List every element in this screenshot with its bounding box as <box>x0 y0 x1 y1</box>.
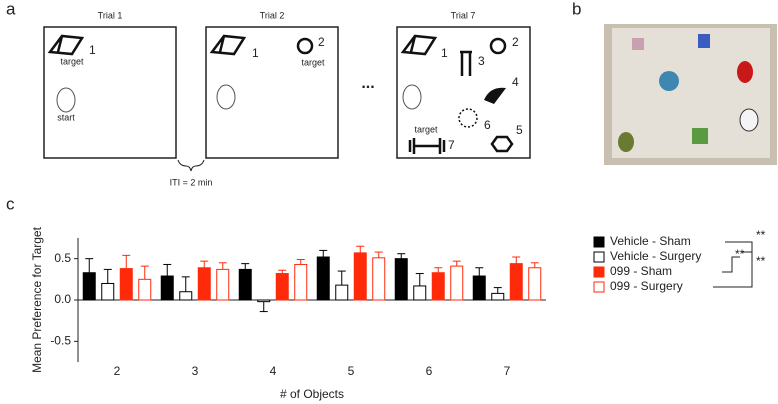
object-number: 3 <box>478 54 485 68</box>
target-label: target <box>60 56 84 66</box>
arena-photo <box>604 24 777 165</box>
legend-label: Vehicle - Sham <box>610 234 691 248</box>
significance-label: ** <box>735 247 745 261</box>
trial-1: Trial 1 1 target start <box>43 10 177 159</box>
bar <box>160 275 174 301</box>
significance-label: ** <box>756 254 766 268</box>
start-label: start <box>57 112 75 122</box>
chainring-icon <box>458 108 478 128</box>
significance-label: ** <box>756 228 766 242</box>
bar <box>335 284 349 301</box>
bike-icon <box>400 34 438 56</box>
x-tick-label: 6 <box>426 364 433 378</box>
bar <box>257 299 271 303</box>
bar <box>528 267 542 301</box>
panel-label: c <box>6 194 15 213</box>
object-number: 5 <box>516 123 523 137</box>
x-tick-label: 3 <box>192 364 199 378</box>
bar <box>238 268 252 301</box>
saddle-icon <box>484 87 506 104</box>
mouse-icon <box>216 84 236 110</box>
y-tick-label: 0.5 <box>54 251 71 265</box>
object <box>659 71 679 91</box>
arena <box>396 26 531 159</box>
mouse-icon <box>402 84 422 110</box>
panel-label: a <box>6 0 16 18</box>
bar <box>394 258 408 301</box>
x-axis-label: # of Objects <box>280 387 344 401</box>
object-number: 7 <box>448 138 455 152</box>
bar <box>353 252 367 301</box>
object-number: 6 <box>484 118 491 132</box>
fork-icon <box>460 50 472 76</box>
bar <box>509 263 523 301</box>
bar <box>372 257 386 301</box>
bike-icon <box>209 34 247 56</box>
bar <box>413 285 427 301</box>
arena <box>43 26 177 159</box>
bar <box>472 275 486 301</box>
ellipsis: ... <box>361 75 374 92</box>
mouse-icon <box>56 87 76 113</box>
gear-icon <box>296 37 314 55</box>
pedal-icon <box>490 135 514 153</box>
iti-label: ITI = 2 min <box>170 177 213 187</box>
bar <box>431 272 445 301</box>
bar <box>275 273 289 301</box>
bar <box>119 268 133 301</box>
bar <box>216 268 230 301</box>
hub-icon <box>408 138 446 154</box>
object-number: 1 <box>252 46 259 60</box>
y-axis-label: Mean Preference for Target <box>30 226 44 373</box>
object <box>692 128 708 144</box>
bar <box>450 265 464 301</box>
legend-label: Vehicle - Surgery <box>610 249 701 263</box>
trial-title: Trial 2 <box>260 10 285 20</box>
bar <box>294 263 308 301</box>
target-label: target <box>301 57 325 67</box>
y-tick-label: 0.0 <box>54 292 71 306</box>
legend-swatch <box>593 236 605 248</box>
bike-icon <box>47 34 85 56</box>
x-tick-label: 4 <box>270 364 277 378</box>
legend-swatch <box>593 281 605 293</box>
object <box>618 132 634 152</box>
arena <box>205 26 339 159</box>
object <box>737 61 753 83</box>
target-label: target <box>414 124 438 134</box>
object-number: 1 <box>441 46 448 60</box>
significance-bracket <box>713 241 753 288</box>
x-tick-label: 2 <box>114 364 121 378</box>
object <box>739 108 759 132</box>
trial-title: Trial 7 <box>451 10 476 20</box>
x-tick-label: 7 <box>504 364 511 378</box>
bar <box>491 292 505 301</box>
object-number: 4 <box>512 75 519 89</box>
legend-label: 099 - Surgery <box>610 279 683 293</box>
bar <box>101 282 115 301</box>
object <box>698 34 710 48</box>
iti-brace <box>177 159 205 172</box>
bar <box>316 256 330 301</box>
trial-title: Trial 1 <box>98 10 123 20</box>
bar <box>197 267 211 301</box>
gear-icon <box>489 37 507 55</box>
legend-label: 099 - Sham <box>610 264 672 278</box>
x-tick-label: 5 <box>348 364 355 378</box>
object-number: 2 <box>512 35 519 49</box>
object-number: 1 <box>89 43 96 57</box>
legend-swatch <box>593 266 605 278</box>
legend-swatch <box>593 251 605 263</box>
bar <box>179 291 193 301</box>
y-tick-label: -0.5 <box>50 334 71 348</box>
panel-label: b <box>572 0 581 18</box>
object <box>632 38 644 50</box>
object-number: 2 <box>318 35 325 49</box>
bar <box>138 278 152 301</box>
trial-7: Trial 7 1 2 3 4 6 5 7 target <box>396 10 531 159</box>
bar <box>82 272 96 301</box>
trial-2: Trial 2 1 2 target <box>205 10 339 159</box>
